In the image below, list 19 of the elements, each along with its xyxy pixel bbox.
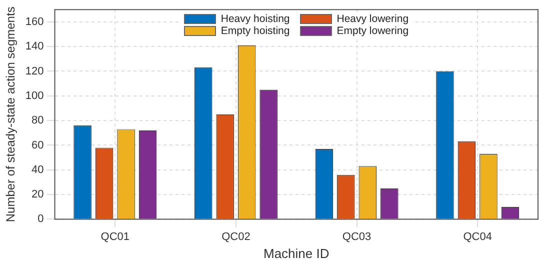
x-tick-label: QC04 <box>463 230 492 243</box>
y-tick-label: 0 <box>38 213 44 226</box>
legend-label: Empty lowering <box>336 24 409 37</box>
x-axis-title: Machine ID <box>264 246 330 261</box>
x-tick-label: QC03 <box>342 230 372 243</box>
y-tick-label: 40 <box>32 164 44 176</box>
y-tick-label: 140 <box>25 40 44 53</box>
y-tick-label: 20 <box>32 188 44 201</box>
y-tick-label: 80 <box>32 114 44 127</box>
y-tick-label: 60 <box>32 139 44 152</box>
legend-label: Heavy hoisting <box>220 12 290 25</box>
x-tick-label: QC01 <box>100 230 130 243</box>
y-tick-label: 120 <box>25 65 44 78</box>
x-tick-label: QC02 <box>222 230 250 243</box>
y-tick-label: 100 <box>25 90 44 102</box>
y-tick-label: 160 <box>25 16 44 28</box>
y-axis-title: Number of steady-state action segments <box>4 6 18 222</box>
legend-label: Heavy lowering <box>336 12 409 25</box>
legend-label: Empty hoisting <box>220 24 290 37</box>
